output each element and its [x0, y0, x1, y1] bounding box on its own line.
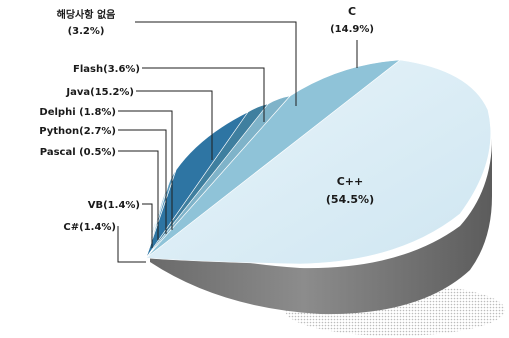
leader-java: [136, 90, 213, 160]
label-flash: Flash(3.6%): [73, 64, 140, 75]
leader-delphi: [118, 110, 173, 230]
slice-cpp: [145, 59, 491, 265]
leader-vb: [142, 203, 153, 248]
label-delphi: Delphi (1.8%): [39, 107, 116, 118]
leader-flash: [142, 67, 265, 122]
leader-python: [118, 129, 167, 234]
label-python: Python(2.7%): [39, 126, 116, 137]
label-cpp-pct: (54.5%): [326, 193, 374, 206]
label-vb: VB(1.4%): [88, 200, 140, 211]
label-java: Java(15.2%): [65, 87, 134, 98]
leader-pascal: [118, 150, 159, 240]
label-pascal: Pascal (0.5%): [40, 147, 116, 158]
label-c: C: [348, 5, 356, 18]
label-none: 해당사항 없음: [57, 8, 116, 21]
label-csharp: C#(1.4%): [63, 222, 116, 233]
label-c-pct: (14.9%): [330, 24, 374, 35]
leader-csharp: [117, 226, 146, 263]
label-none-pct: (3.2%): [68, 26, 105, 37]
label-cpp: C++: [337, 175, 364, 188]
slice-c: [145, 59, 401, 259]
leader-none: [135, 21, 297, 106]
pie-side-wall: [150, 138, 492, 315]
